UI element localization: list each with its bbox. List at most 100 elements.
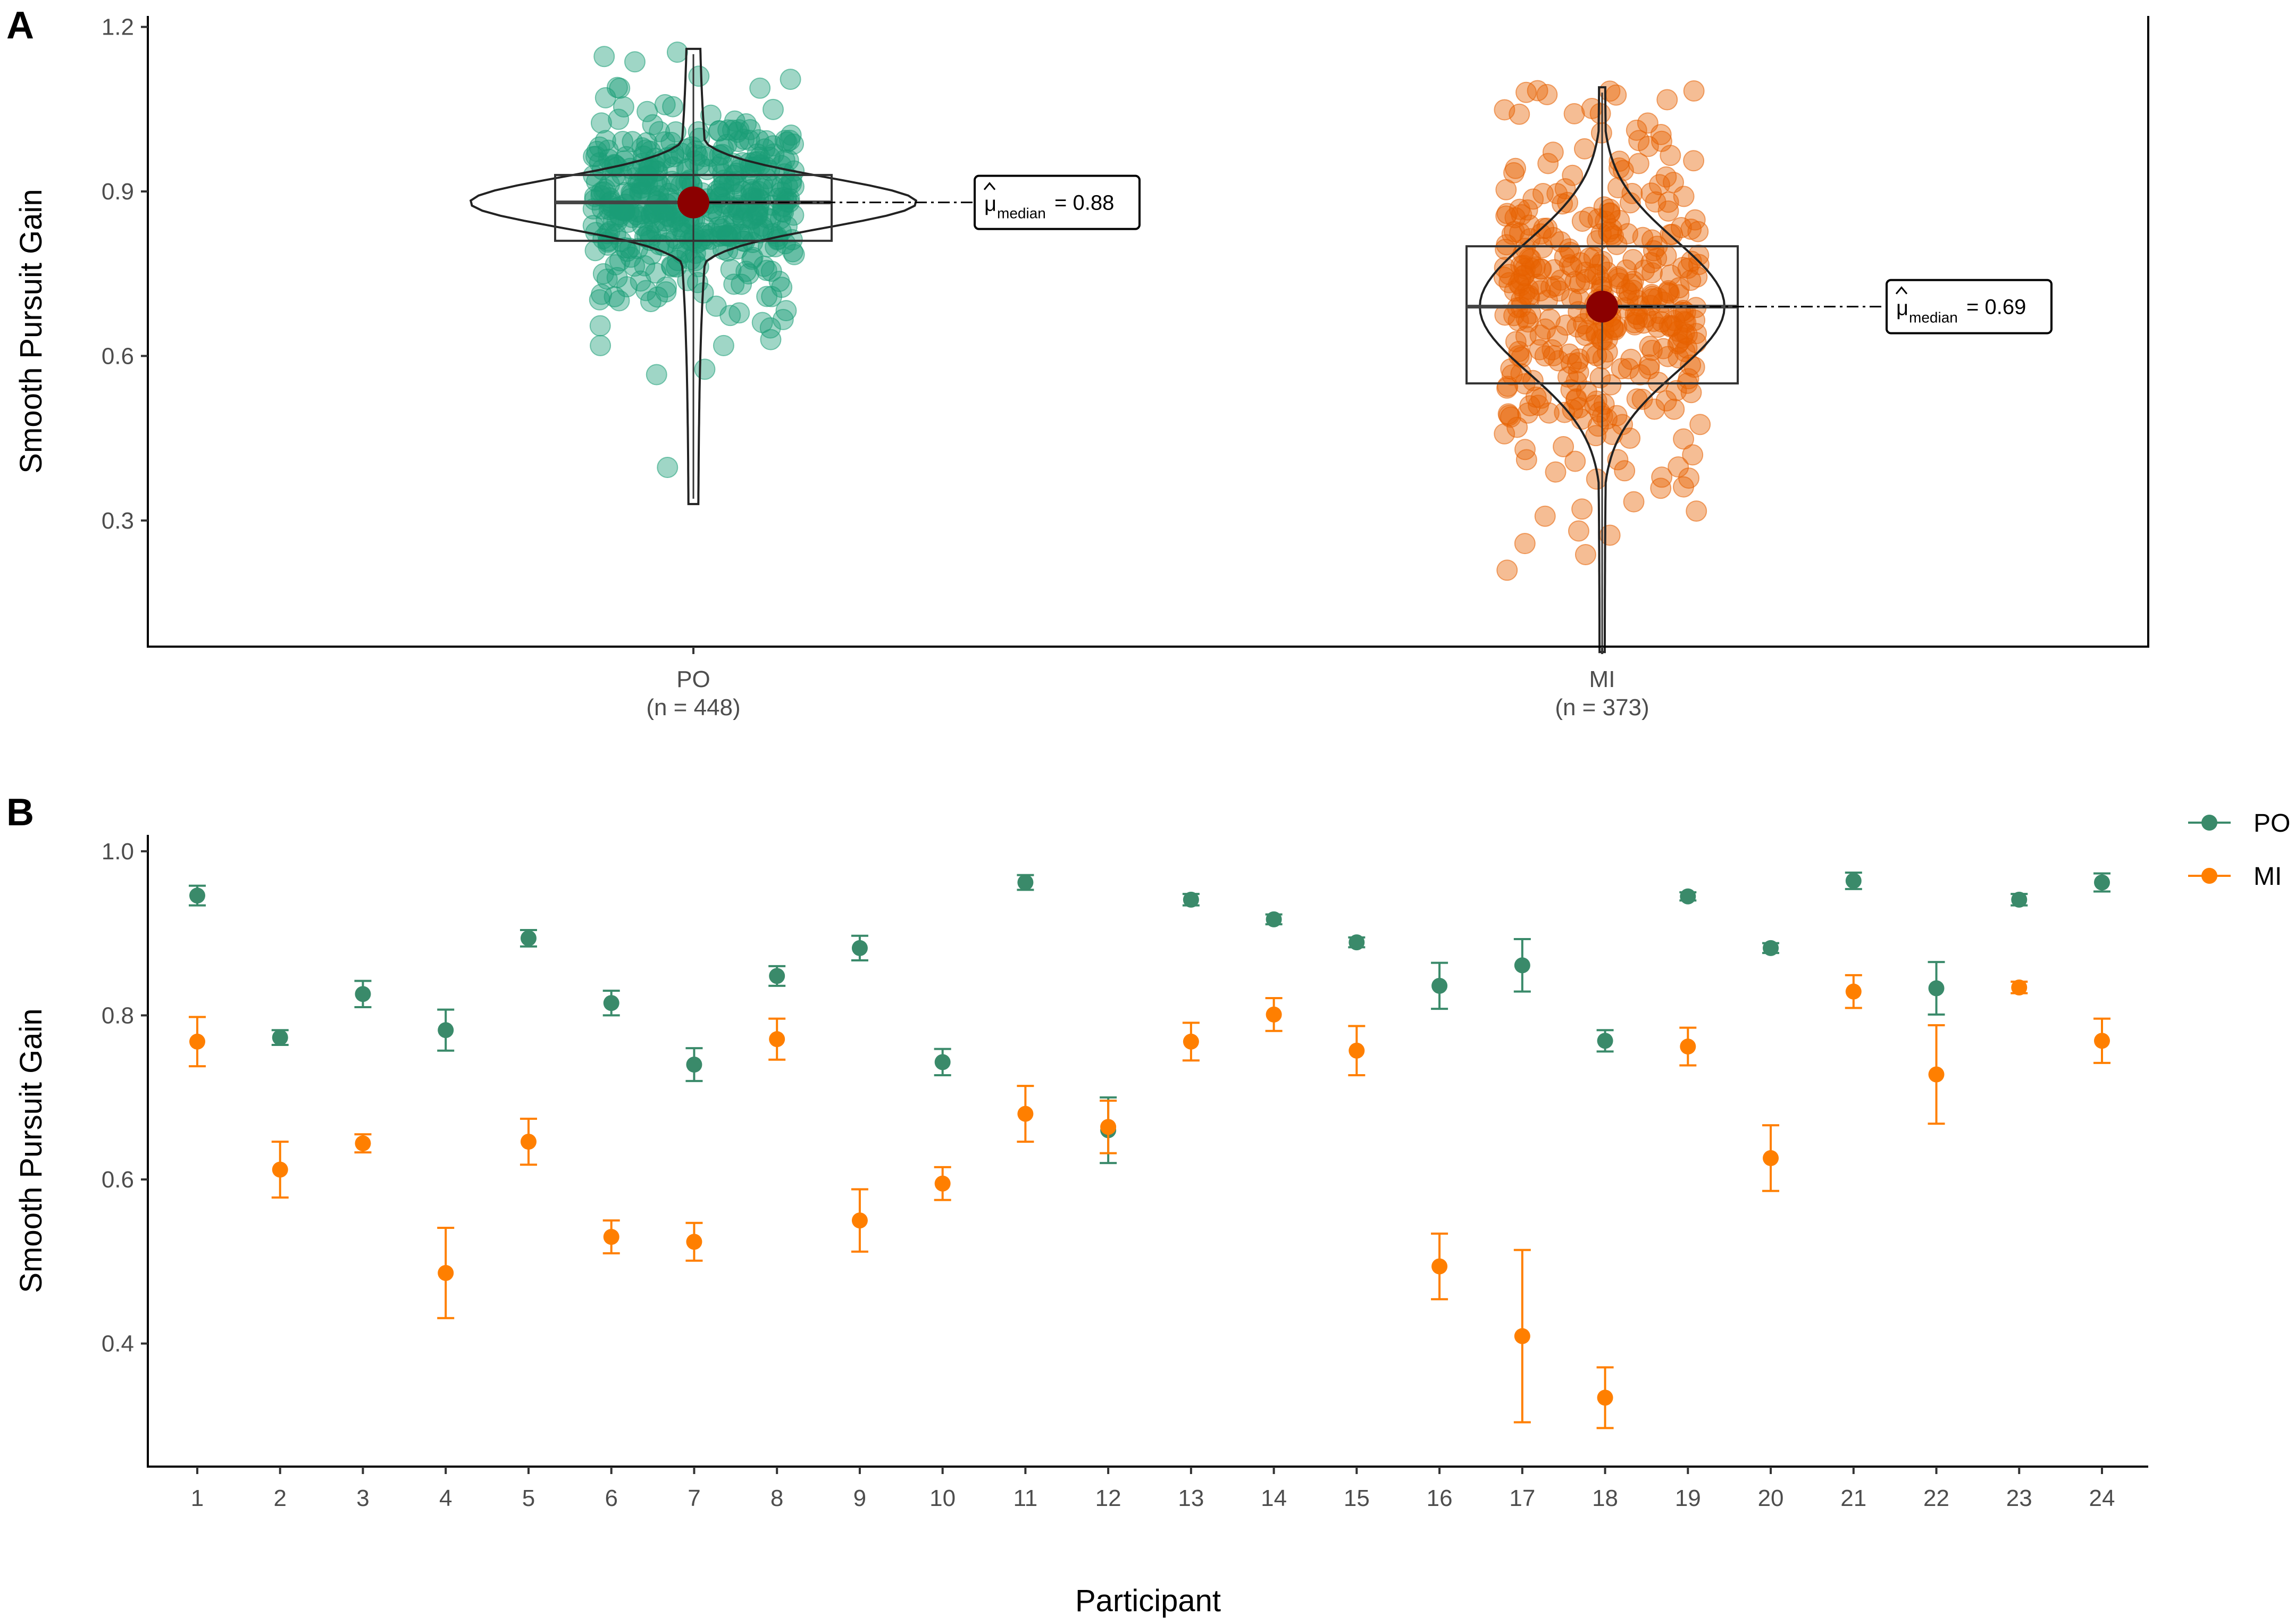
data-point (1584, 263, 1606, 285)
errorbar-point-mi (1182, 1022, 1200, 1062)
data-point (851, 940, 868, 956)
data-point (1593, 196, 1615, 218)
data-point (676, 138, 698, 160)
legend-item-po: PO (2188, 809, 2290, 838)
x-tick-label: 9 (853, 1485, 866, 1511)
panel-a-tag: A (6, 4, 34, 47)
data-point (1505, 331, 1527, 353)
median-label: μ median = 0.69 (1886, 279, 2053, 334)
data-point (1597, 1389, 1613, 1406)
data-point (747, 203, 768, 224)
errorbar-point-mi (189, 1016, 206, 1068)
data-point (1597, 1033, 1613, 1049)
data-point (760, 261, 782, 282)
errorbar-point-mi (1100, 1099, 1117, 1154)
panel-a: A μ median = 0.88 μ median = 0.69 0.30.60.91.… (6, 4, 2149, 721)
data-point (1576, 380, 1597, 402)
errorbar-point-mi (1762, 1124, 1780, 1192)
data-point (1553, 436, 1574, 457)
data-point (1542, 141, 1564, 163)
data-point (2011, 979, 2028, 995)
errorbar-point-po (1017, 874, 1034, 891)
data-point (735, 261, 757, 282)
errorbar-point-mi (2011, 979, 2028, 995)
median-point (677, 186, 709, 219)
errorbar-point-mi (271, 1141, 289, 1199)
data-point (438, 1265, 454, 1281)
median-value: = 0.69 (1966, 296, 2026, 319)
median-label-box (1886, 279, 2053, 334)
panel-b-marks (189, 871, 2110, 1429)
errorbar-point-mi (768, 1017, 786, 1061)
data-point (688, 65, 710, 87)
data-point (781, 173, 802, 195)
legend-marker (2201, 868, 2217, 884)
data-point (589, 289, 610, 311)
errorbar-point-mi (1679, 1026, 1697, 1067)
data-point (520, 1134, 537, 1150)
median-subscript: median (997, 205, 1046, 222)
median-label: μ median = 0.88 (974, 174, 1141, 230)
data-point (1530, 223, 1552, 245)
data-point (934, 1054, 951, 1070)
data-point (1680, 888, 1696, 905)
hat-accent (1895, 286, 1908, 295)
data-point (769, 1031, 785, 1048)
data-point (1672, 256, 1694, 278)
data-point (705, 295, 727, 317)
errorbar-point-po (2093, 872, 2110, 893)
x-tick-label: 1 (191, 1485, 204, 1511)
errorbar-point-po (602, 990, 620, 1017)
data-point (520, 930, 537, 947)
data-point (760, 329, 782, 350)
panel-a-y-axis-title: Smooth Pursuit Gain (14, 189, 48, 473)
errorbar-point-po (1265, 911, 1283, 927)
y-tick-label: 0.8 (102, 1002, 134, 1028)
x-tick-label: 11 (1014, 1485, 1038, 1511)
box (554, 174, 833, 242)
data-point (634, 226, 656, 248)
data-point (731, 273, 752, 295)
errorbar-point-mi (851, 1188, 868, 1253)
data-point (1183, 1033, 1199, 1050)
data-point (1663, 398, 1685, 420)
median-point (1586, 290, 1618, 323)
data-point (1494, 99, 1515, 121)
x-tick-label: 12 (1095, 1485, 1121, 1511)
data-point (1579, 206, 1601, 228)
errorbar-point-po (520, 928, 537, 948)
data-point (1592, 348, 1614, 370)
errorbar-point-po (1928, 961, 1945, 1016)
data-point (1606, 316, 1628, 338)
data-point (713, 334, 734, 356)
legend-label: PO (2254, 809, 2290, 838)
x-tick-label: 14 (1261, 1485, 1287, 1511)
data-point (728, 223, 750, 245)
data-point (1626, 388, 1648, 410)
x-tick-label: 19 (1675, 1485, 1701, 1511)
data-point (603, 995, 619, 1011)
errorbar-point-po (271, 1029, 289, 1046)
data-point (1574, 543, 1596, 565)
x-tick-label: 4 (439, 1485, 452, 1511)
data-point (355, 1135, 371, 1152)
data-point (1567, 316, 1588, 338)
errorbar-point-po (1762, 940, 1780, 956)
data-point (776, 175, 798, 197)
x-tick-label: 21 (1840, 1485, 1866, 1511)
data-point (624, 51, 646, 73)
errorbar-point-mi (602, 1219, 620, 1254)
y-tick-label: 0.9 (102, 179, 134, 205)
data-point (657, 457, 679, 479)
data-point (1507, 310, 1529, 332)
data-point (1617, 223, 1639, 245)
data-point (1562, 164, 1584, 186)
data-point (1431, 977, 1448, 994)
x-tick-label: 6 (605, 1485, 617, 1511)
x-tick-label: 24 (2089, 1485, 2115, 1511)
panel-b-legend: PO MI (2188, 809, 2290, 891)
x-tick-label: 17 (1509, 1485, 1535, 1511)
data-point (1565, 389, 1587, 411)
panel-a-y-axis: 0.3 0.6 0.9 1.2 (102, 14, 148, 534)
data-point (1655, 245, 1677, 266)
